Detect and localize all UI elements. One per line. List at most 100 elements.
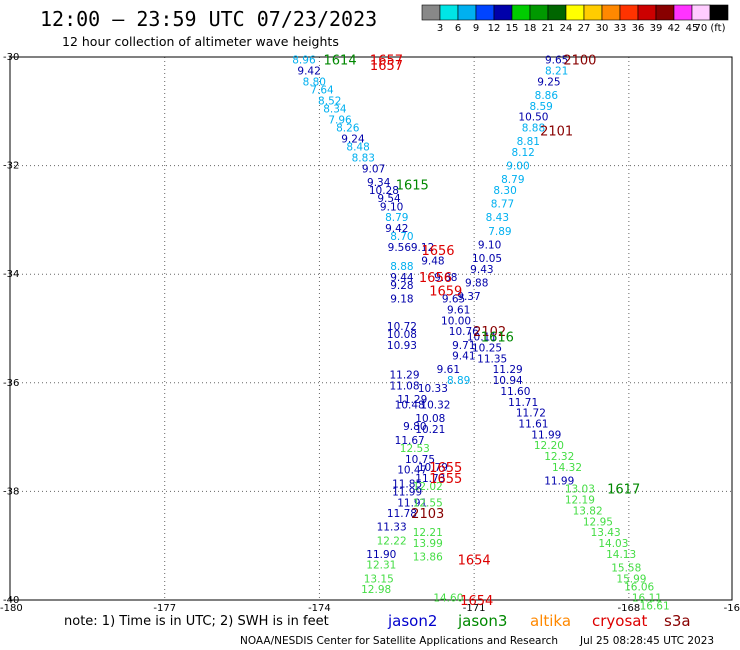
- wave-height-label: 11.91: [397, 497, 427, 509]
- wave-height-label: 9.41: [452, 351, 475, 363]
- plot-frame: [9, 56, 733, 601]
- x-tick-label: -168: [618, 603, 641, 614]
- map-grid: [10, 57, 732, 600]
- wave-height-label: 11.85: [392, 478, 422, 490]
- wave-height-label: 10.33: [418, 383, 448, 395]
- wave-height-label: 9.88: [465, 277, 488, 289]
- wave-height-label: 12.95: [583, 516, 613, 528]
- wave-height-label: 9.42: [297, 66, 320, 78]
- wave-height-label: 13.15: [364, 573, 394, 585]
- wave-height-label: 16.06: [624, 581, 654, 593]
- color-scale-swatch: [529, 4, 549, 21]
- wave-height-points: 8.969.428.807.648.528.347.968.269.248.48…: [292, 55, 669, 613]
- wave-height-label: 10.94: [493, 375, 523, 387]
- pass-time-label: 2100: [563, 54, 596, 69]
- y-tick-label: -38: [3, 486, 19, 497]
- wave-height-label: 8.77: [491, 199, 514, 211]
- wave-height-label: 11.29: [389, 370, 419, 382]
- color-scale-label: 15: [506, 23, 519, 34]
- wave-height-label: 8.88: [390, 261, 413, 273]
- wave-height-label: 9.24: [341, 133, 365, 145]
- color-scale-label: 39: [650, 23, 663, 34]
- wave-height-label: 11.60: [500, 386, 530, 398]
- wave-height-label: 8.48: [346, 142, 369, 154]
- wave-height-label: 12.31: [366, 560, 396, 572]
- wave-height-label: 9.10: [478, 239, 501, 251]
- wave-height-label: 8.21: [545, 66, 568, 78]
- wave-height-label: 11.71: [508, 397, 538, 409]
- color-scale-label: 24: [560, 23, 573, 34]
- wave-height-label: 8.79: [385, 212, 408, 224]
- color-scale-swatch: [493, 4, 513, 21]
- wave-height-label: 12.19: [565, 495, 595, 507]
- wave-height-label: 9.37: [457, 291, 480, 303]
- wave-height-label: 10.08: [387, 329, 417, 341]
- wave-height-label: 13.03: [565, 484, 595, 496]
- wave-height-label: 9.00: [506, 161, 529, 173]
- wave-height-label: 15.99: [616, 573, 646, 585]
- wave-height-label: 8.52: [318, 95, 341, 107]
- color-scale-swatch: [565, 4, 585, 21]
- wave-height-label: 8.81: [517, 136, 540, 148]
- wave-height-label: 13.43: [591, 527, 621, 539]
- wave-height-label: 8.80: [303, 76, 326, 88]
- color-scale-swatch: [583, 4, 603, 21]
- color-scale-label: 21: [542, 23, 555, 34]
- pass-time-label: 1656: [421, 244, 454, 259]
- wave-height-label: 9.71: [452, 340, 475, 352]
- wave-height-label: 8.30: [493, 185, 516, 197]
- pass-time-label: 2102: [473, 325, 506, 340]
- wave-height-label: 12.21: [413, 527, 443, 539]
- wave-height-label: 10.79: [418, 462, 448, 474]
- wave-height-label: 9.18: [390, 294, 413, 306]
- pass-time-label: 1614: [324, 54, 357, 69]
- wave-height-label: 12.22: [377, 535, 407, 547]
- y-tick-label: -34: [3, 269, 19, 280]
- wave-height-label: 11.99: [531, 429, 561, 441]
- color-scale-swatch: [709, 4, 729, 21]
- wave-height-label: 12.53: [400, 443, 430, 455]
- wave-height-label: 9.25: [537, 76, 560, 88]
- y-tick-label: -40: [3, 595, 19, 606]
- mission-legend-jason3: jason3: [457, 612, 507, 630]
- wave-height-label: 12.20: [534, 440, 564, 452]
- wave-height-label: 12.32: [544, 451, 574, 463]
- wave-height-label: 10.75: [405, 454, 435, 466]
- color-scale-swatch: [511, 4, 531, 21]
- wave-height-label: 9.44: [390, 272, 414, 284]
- wave-height-label: 8.83: [352, 152, 375, 164]
- wave-height-label: 8.70: [390, 231, 413, 243]
- wave-height-label: 9.65: [442, 294, 465, 306]
- pass-time-label: 1655: [429, 461, 462, 476]
- wave-height-label: 11.29: [397, 394, 427, 406]
- color-scale-label: 27: [578, 23, 591, 34]
- wave-height-label: 9.42: [385, 223, 408, 235]
- wave-height-label: 8.26: [336, 123, 360, 135]
- color-scale-swatch: [421, 4, 441, 21]
- wave-height-label: 11.99: [392, 486, 422, 498]
- wave-height-label: 10.93: [387, 340, 417, 352]
- wave-height-label: 11.67: [395, 435, 425, 447]
- wave-height-label: 11.73: [415, 473, 445, 485]
- x-tick-label: -180: [0, 603, 23, 614]
- chart-title: 12:00 – 23:59 UTC 07/23/2023: [40, 7, 377, 31]
- pass-time-label: 1657: [370, 54, 403, 69]
- wave-height-label: 9.12: [411, 242, 434, 254]
- wave-height-label: 8.79: [501, 174, 524, 186]
- color-scale-swatch: [475, 4, 495, 21]
- mission-legend: jason2 jason3 altika cryosat s3a: [387, 612, 691, 630]
- wave-height-label: 8.86: [535, 90, 559, 102]
- x-tick-label: -174: [308, 603, 331, 614]
- wave-height-label: 10.25: [472, 343, 502, 355]
- wave-height-label: 13.99: [413, 538, 443, 550]
- color-scale-swatch: [691, 4, 711, 21]
- pass-time-label: 1654: [460, 594, 493, 609]
- wave-height-label: 10.11: [467, 332, 497, 344]
- wave-height-label: 11.08: [389, 381, 419, 393]
- x-tick-label: -16: [724, 603, 740, 614]
- wave-height-label: 13.86: [413, 552, 443, 564]
- wave-height-label: 15.58: [611, 562, 641, 574]
- wave-height-label: 7.64: [310, 85, 334, 97]
- wave-height-label: 12.02: [413, 481, 443, 493]
